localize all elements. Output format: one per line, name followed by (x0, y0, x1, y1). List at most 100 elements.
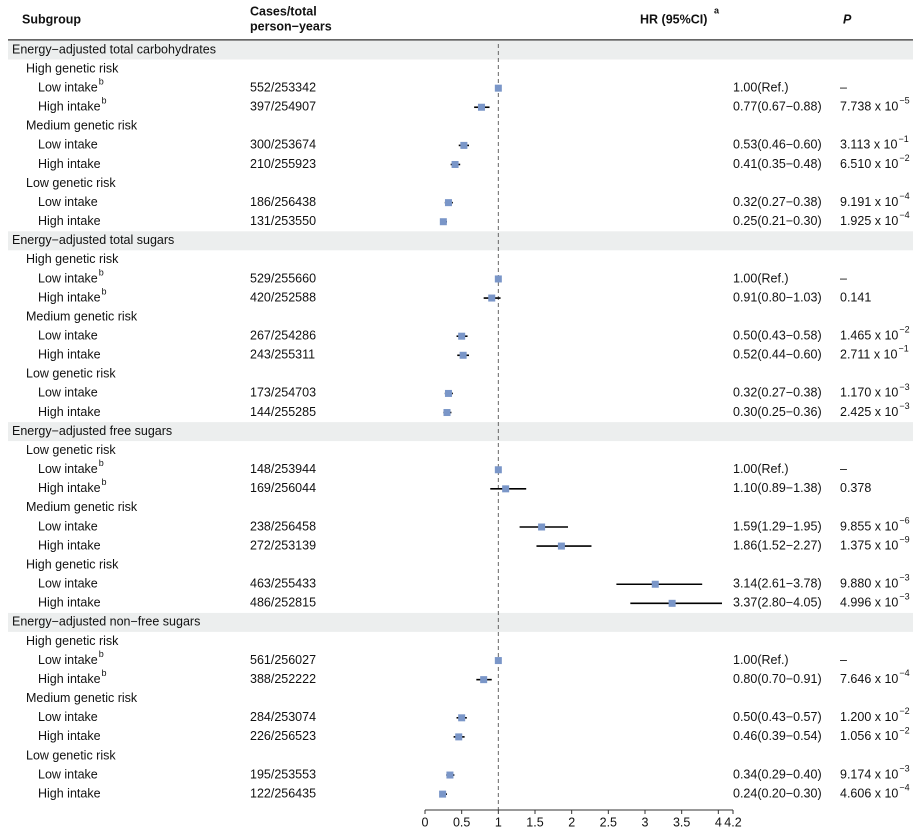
group-title: High genetic risk (26, 634, 119, 648)
cases: 169/256044 (250, 481, 316, 495)
x-tick-label: 2.5 (600, 815, 617, 829)
row-label: High intake (38, 290, 101, 304)
cases: 144/255285 (250, 405, 316, 419)
group-title: Medium genetic risk (26, 309, 138, 323)
hr-marker (477, 103, 485, 111)
p-value: 6.510 x 10 (840, 157, 898, 171)
row-label: High intake (38, 348, 101, 362)
p-exponent: −1 (898, 134, 908, 144)
p-value: 0.141 (840, 290, 871, 304)
hr-marker (459, 351, 467, 359)
section-title: Energy−adjusted total carbohydrates (12, 42, 216, 56)
hr-text: 0.24(0.20−0.30) (733, 786, 822, 800)
section-title: Energy−adjusted total sugars (12, 233, 174, 247)
hr-text: 0.50(0.43−0.57) (733, 710, 822, 724)
cases: 420/252588 (250, 290, 316, 304)
row-label: High intake (38, 596, 101, 610)
row-label: Low intake (38, 577, 98, 591)
p-value: 9.880 x 10 (840, 577, 898, 591)
hr-text: 0.25(0.21−0.30) (733, 214, 822, 228)
cases: 243/255311 (250, 348, 315, 362)
hr-marker (458, 714, 466, 722)
p-value: 1.200 x 10 (840, 710, 898, 724)
row-label: Low intake (38, 519, 98, 533)
header-hr-sup: a (714, 5, 720, 15)
hr-marker (494, 84, 502, 92)
row-label: Low intake (38, 328, 98, 342)
row-label: Low intake (38, 80, 98, 94)
hr-text: 0.50(0.43−0.58) (733, 328, 822, 342)
p-exponent: −3 (899, 763, 909, 773)
cases: 529/255660 (250, 271, 316, 285)
p-value: – (840, 462, 847, 476)
cases: 195/253553 (250, 767, 316, 781)
hr-text: 0.41(0.35−0.48) (733, 157, 822, 171)
cases: 186/256438 (250, 195, 316, 209)
p-value: 1.170 x 10 (840, 386, 898, 400)
p-exponent: −3 (899, 573, 909, 583)
hr-text: 0.32(0.27−0.38) (733, 386, 822, 400)
p-exponent: −5 (899, 96, 909, 106)
hr-marker (451, 160, 459, 168)
x-tick-label: 4.2 (724, 815, 741, 829)
hr-marker (488, 294, 496, 302)
hr-text: 0.46(0.39−0.54) (733, 729, 822, 743)
group-title: Low genetic risk (26, 176, 116, 190)
hr-marker (444, 389, 452, 397)
row-label-sup: b (99, 77, 104, 87)
hr-text: 0.32(0.27−0.38) (733, 195, 822, 209)
hr-text: 0.77(0.67−0.88) (733, 100, 822, 114)
group-title: Low genetic risk (26, 443, 116, 457)
section-band (8, 40, 913, 60)
header-p: P (843, 12, 852, 26)
hr-text: 0.53(0.46−0.60) (733, 138, 822, 152)
hr-marker (538, 523, 546, 531)
hr-marker (502, 485, 510, 493)
cases: 148/253944 (250, 462, 316, 476)
p-value: 7.646 x 10 (840, 672, 898, 686)
x-tick-label: 2 (568, 815, 575, 829)
cases: 173/254703 (250, 386, 316, 400)
cases: 300/253674 (250, 138, 316, 152)
group-title: High genetic risk (26, 557, 119, 571)
hr-text: 1.00(Ref.) (733, 80, 789, 94)
cases: 486/252815 (250, 596, 316, 610)
cases: 397/254907 (250, 100, 316, 114)
section-title: Energy−adjusted non−free sugars (12, 615, 200, 629)
x-tick-label: 4 (715, 815, 722, 829)
cases: 122/256435 (250, 786, 316, 800)
row-label-sup: b (102, 286, 107, 296)
hr-marker (458, 332, 466, 340)
p-exponent: −4 (899, 210, 909, 220)
p-exponent: −9 (899, 534, 909, 544)
p-exponent: −2 (899, 706, 909, 716)
p-value: 7.738 x 10 (840, 100, 898, 114)
group-title: Medium genetic risk (26, 119, 138, 133)
section-title: Energy−adjusted free sugars (12, 424, 172, 438)
row-label: High intake (38, 214, 101, 228)
row-label-sup: b (102, 668, 107, 678)
hr-marker (439, 218, 447, 226)
p-exponent: −2 (899, 725, 909, 735)
hr-text: 1.00(Ref.) (733, 271, 789, 285)
cases: 463/255433 (250, 577, 316, 591)
header-subgroup: Subgroup (22, 12, 81, 26)
x-tick-label: 0.5 (453, 815, 470, 829)
row-label: Low intake (38, 271, 98, 285)
cases: 238/256458 (250, 519, 316, 533)
cases: 388/252222 (250, 672, 316, 686)
row-label: Low intake (38, 653, 98, 667)
row-label: Low intake (38, 195, 98, 209)
section-band (8, 612, 913, 632)
x-tick-label: 1 (495, 815, 502, 829)
cases: 131/253550 (250, 214, 316, 228)
hr-marker (446, 771, 454, 779)
header-cases: Cases/total (250, 4, 317, 18)
p-exponent: −3 (899, 592, 909, 602)
row-label: High intake (38, 405, 101, 419)
p-value: 9.191 x 10 (840, 195, 898, 209)
p-value: 2.711 x 10 (840, 348, 898, 362)
hr-marker (439, 790, 447, 798)
group-title: High genetic risk (26, 252, 119, 266)
